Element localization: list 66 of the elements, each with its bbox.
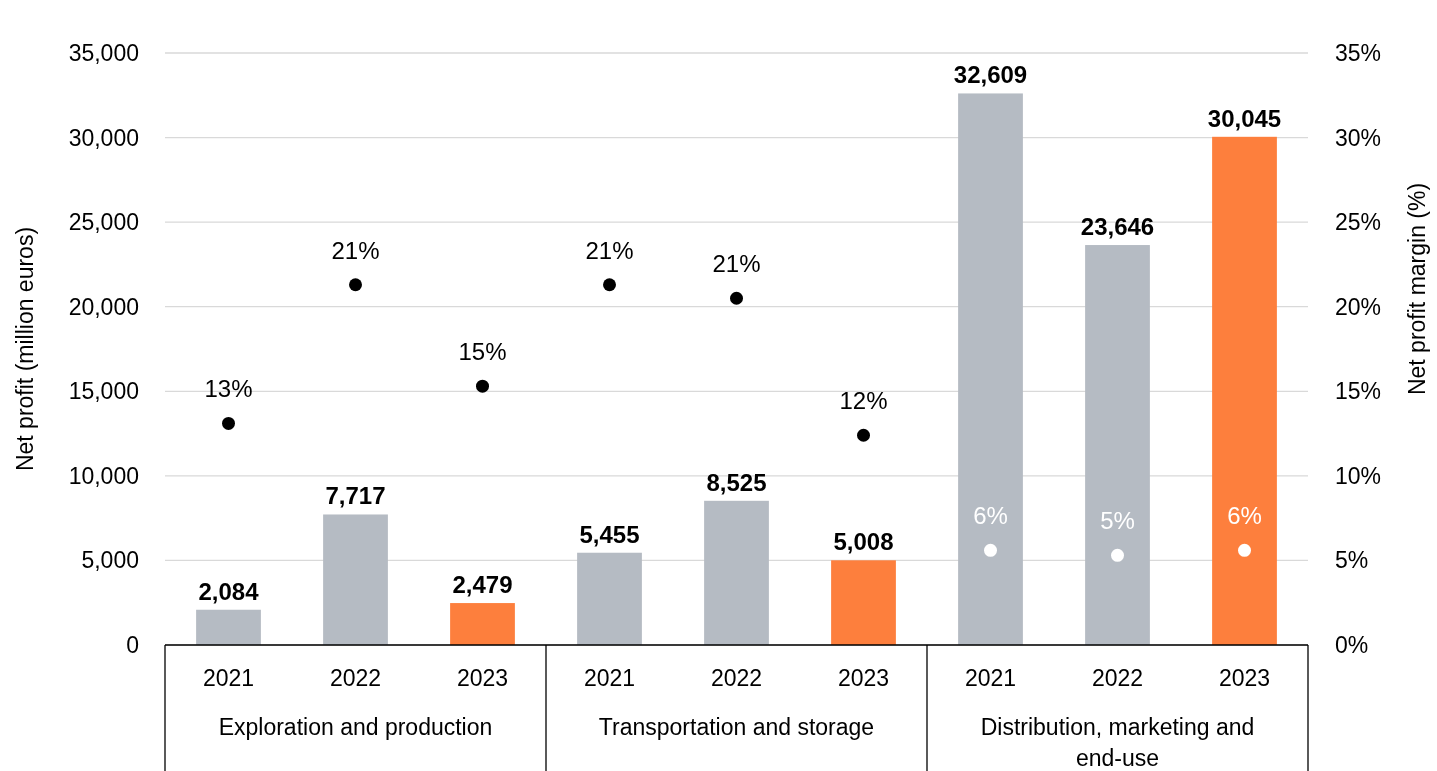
- bar: [831, 560, 896, 645]
- data-label: 6%: [973, 502, 1008, 530]
- y-tick-label: 35,000: [68, 40, 139, 67]
- x-tick-label: 2023: [1218, 665, 1271, 691]
- x-tick-label: 2022: [329, 665, 382, 691]
- data-label: 5,008: [833, 528, 894, 556]
- point: [1238, 543, 1251, 557]
- text: Distribution, marketing and end-use: [980, 714, 1255, 771]
- data-label: 7,717: [325, 482, 386, 510]
- bar: [1085, 245, 1150, 645]
- bar: [958, 93, 1023, 645]
- y-tick-label: 10,000: [68, 462, 139, 489]
- point: [730, 291, 743, 305]
- x-tick-label: 2021: [583, 665, 636, 691]
- y2-tick-label: 25%: [1335, 209, 1382, 236]
- point: [476, 379, 489, 393]
- y-axis-title: Net profit (million euros): [12, 226, 38, 472]
- bar: [704, 500, 769, 645]
- bar: [1212, 136, 1277, 645]
- data-label: 32,609: [953, 61, 1028, 89]
- y-tick-label: 5,000: [81, 547, 139, 574]
- data-label: 13%: [204, 375, 253, 403]
- data-label: 23,646: [1080, 213, 1155, 241]
- data-label: 8,525: [706, 468, 767, 496]
- x-tick-label: 2021: [964, 665, 1017, 691]
- y2-tick-label: 10%: [1335, 462, 1382, 489]
- text: Transportation and storage: [598, 714, 875, 740]
- data-label: 15%: [458, 338, 507, 366]
- y2-tick-label: 5%: [1335, 547, 1369, 574]
- data-label: 6%: [1227, 502, 1262, 530]
- data-label: 21%: [712, 250, 761, 278]
- y2-tick-label: 15%: [1335, 378, 1382, 405]
- data-label: 21%: [331, 236, 380, 264]
- y2-tick-label: 0%: [1335, 632, 1369, 659]
- data-label: 30,045: [1207, 104, 1282, 132]
- y-tick-label: 20,000: [68, 293, 139, 320]
- y-tick-label: 0: [126, 632, 139, 659]
- point: [222, 416, 235, 430]
- data-label: 12%: [839, 387, 888, 415]
- point: [857, 428, 870, 442]
- point: [984, 543, 997, 557]
- y2-axis-title: Net profit margin (%): [1404, 182, 1430, 396]
- point: [349, 278, 362, 292]
- y-tick-label: 15,000: [68, 378, 139, 405]
- text: Exploration and production: [218, 714, 493, 740]
- x-tick-label: 2023: [456, 665, 509, 691]
- data-label: 2,084: [198, 577, 260, 605]
- data-label: 5%: [1100, 507, 1135, 535]
- y2-tick-label: 35%: [1335, 40, 1382, 67]
- data-label: 5,455: [579, 520, 640, 548]
- y2-tick-label: 20%: [1335, 293, 1382, 320]
- data-label: 21%: [585, 236, 634, 264]
- bar: [450, 603, 515, 645]
- x-tick-label: 2022: [710, 665, 763, 691]
- bar: [577, 552, 642, 645]
- data-label: 2,479: [452, 571, 513, 599]
- y2-tick-label: 30%: [1335, 124, 1382, 151]
- x-tick-label: 2023: [837, 665, 890, 691]
- bar: [323, 514, 388, 645]
- point: [1111, 548, 1124, 562]
- y-tick-label: 25,000: [68, 209, 139, 236]
- y-tick-label: 30,000: [68, 124, 139, 151]
- point: [603, 278, 616, 292]
- x-tick-label: 2021: [202, 665, 255, 691]
- x-tick-label: 2022: [1091, 665, 1144, 691]
- bar: [196, 609, 261, 645]
